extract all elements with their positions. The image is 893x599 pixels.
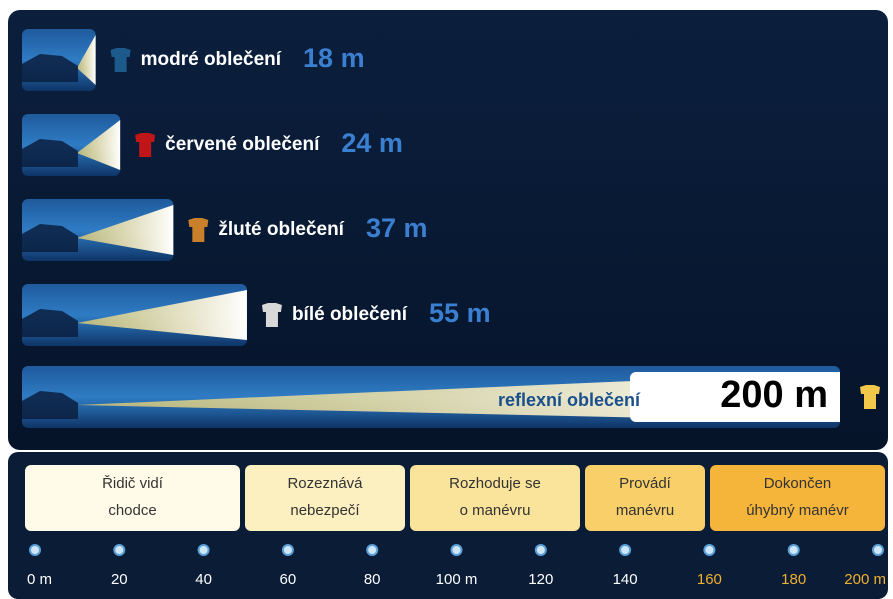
tick-mark (620, 545, 630, 555)
x-tick-label: 0 m (27, 571, 52, 588)
x-tick-label: 60 (280, 571, 297, 588)
stage-label: manévru (616, 502, 674, 519)
stage-label: Rozhoduje se (449, 475, 541, 492)
tick-mark (367, 545, 377, 555)
stage-label: Řidič vidí (102, 475, 164, 492)
stage-label: o manévru (460, 502, 531, 519)
tick-mark (873, 545, 883, 555)
stage-label: Rozeznává (287, 475, 363, 492)
x-tick-label: 140 (613, 571, 638, 588)
tick-mark (283, 545, 293, 555)
value-label: 24 m (341, 128, 403, 158)
value-label: 55 m (429, 298, 491, 328)
tick-mark (199, 545, 209, 555)
category-label: červené oblečení (165, 134, 320, 155)
value-label: 18 m (303, 43, 365, 73)
stage-label: Provádí (619, 475, 672, 492)
tick-mark (114, 545, 124, 555)
x-tick-label: 120 (528, 571, 553, 588)
x-tick-label: 160 (697, 571, 722, 588)
tick-mark (536, 545, 546, 555)
tick-mark (452, 545, 462, 555)
category-label: bílé oblečení (292, 304, 408, 325)
value-label: 37 m (366, 213, 428, 243)
stage-label: chodce (108, 502, 156, 519)
infographic: modré oblečení 18 m červené oblečení 24 m žl… (0, 0, 893, 599)
x-tick-label: 20 (111, 571, 128, 588)
value-label: 200 m (720, 374, 828, 416)
x-tick-label: 80 (364, 571, 381, 588)
stage-label: úhybný manévr (746, 502, 849, 519)
x-tick-label: 40 (195, 571, 212, 588)
category-label: žluté oblečení (218, 219, 344, 240)
category-label: modré oblečení (141, 49, 282, 70)
x-tick-label: 200 m (844, 571, 886, 588)
tick-mark (789, 545, 799, 555)
x-tick-label: 100 m (436, 571, 478, 588)
category-label: reflexní oblečení (498, 390, 641, 410)
tick-mark (30, 545, 40, 555)
stage-label: Dokončen (764, 475, 832, 492)
tick-mark (704, 545, 714, 555)
stage-label: nebezpečí (290, 502, 360, 519)
x-tick-label: 180 (781, 571, 806, 588)
